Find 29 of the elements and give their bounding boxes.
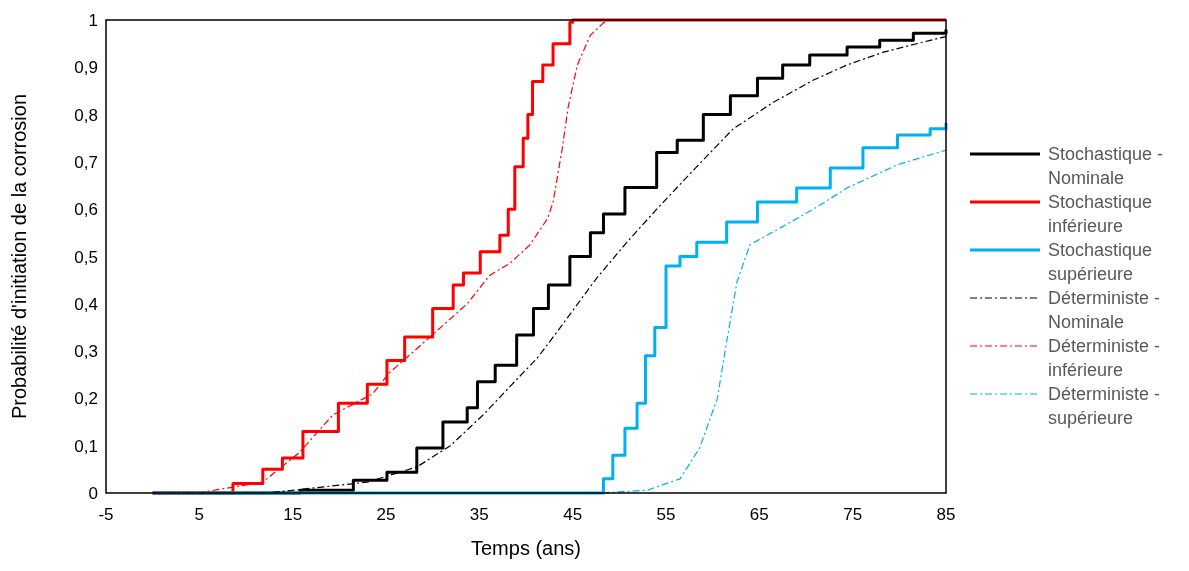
legend-label: Déterministe - Nominale <box>1048 288 1161 332</box>
x-tick-label: 5 <box>194 505 205 524</box>
y-tick-label: 0,2 <box>74 389 98 409</box>
x-tick-label: -5 <box>98 505 114 524</box>
y-tick-label: 0,6 <box>74 200 98 220</box>
x-tick-label: 85 <box>936 505 956 524</box>
y-tick-label: 0,7 <box>74 152 98 172</box>
x-tick-label: 15 <box>283 505 303 524</box>
x-tick-label: 45 <box>563 505 583 524</box>
x-tick-label: 55 <box>656 505 676 524</box>
x-tick-label: 25 <box>376 505 396 524</box>
y-tick-label: 0,4 <box>74 294 98 314</box>
y-tick-label: 0,3 <box>74 342 98 362</box>
legend-label: Stochastique supérieure <box>1048 240 1153 284</box>
y-tick-label: 0 <box>88 484 98 503</box>
y-tick-label: 0,1 <box>74 436 98 456</box>
legend-label: Déterministe - inférieure <box>1048 336 1161 380</box>
legend-label: Stochastique - Nominale <box>1048 144 1164 188</box>
y-tick-label: 0,5 <box>74 247 98 267</box>
x-tick-label: 65 <box>749 505 769 524</box>
legend-label: Déterministe - supérieure <box>1048 384 1161 428</box>
x-tick-label: 35 <box>469 505 489 524</box>
y-tick-label: 1 <box>88 11 98 30</box>
y-tick-label: 0,9 <box>74 58 98 78</box>
y-tick-label: 0,8 <box>74 105 98 125</box>
y-axis-title: Probabilité d'initiation de la corrosion <box>8 93 30 420</box>
x-axis-title: Temps (ans) <box>470 537 582 559</box>
legend-label: Stochastique inférieure <box>1048 192 1153 236</box>
x-tick-label: 75 <box>843 505 863 524</box>
